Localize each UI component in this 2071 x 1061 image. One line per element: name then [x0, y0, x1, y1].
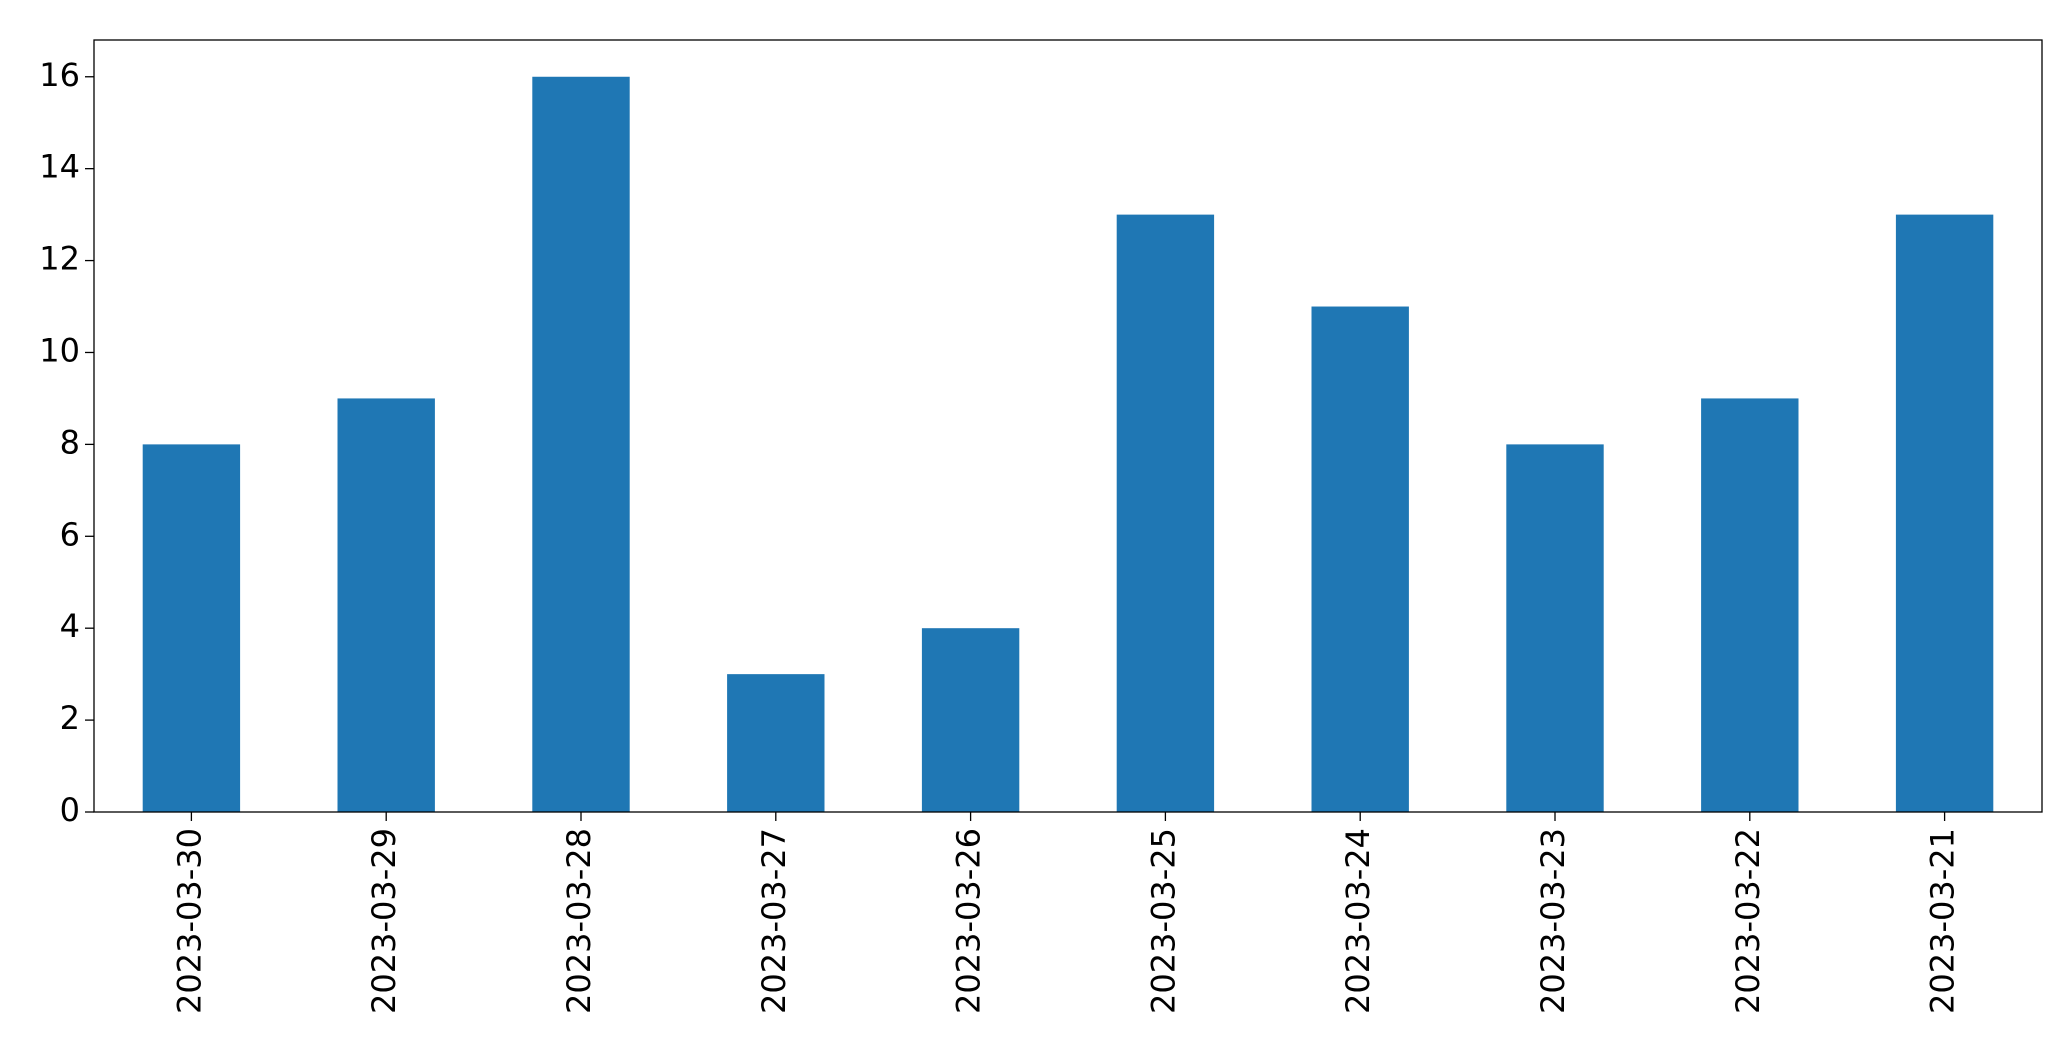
- bar: [1506, 444, 1604, 812]
- plot-frame: [93, 39, 2043, 813]
- x-tick-label: 2023-03-27: [755, 828, 793, 1014]
- bar: [337, 398, 435, 812]
- y-tick-label: 10: [39, 331, 80, 369]
- bar: [532, 76, 630, 812]
- y-tick-label: 6: [60, 515, 80, 553]
- x-tick-label: 2023-03-22: [1729, 828, 1767, 1014]
- y-tick-label: 14: [39, 148, 80, 186]
- x-tick-label: 2023-03-24: [1339, 828, 1377, 1014]
- y-tick-label: 8: [60, 423, 80, 461]
- x-tick-label: 2023-03-30: [170, 828, 208, 1014]
- bar: [921, 628, 1020, 812]
- x-tick-label: 2023-03-21: [1924, 828, 1962, 1014]
- bar: [1311, 306, 1409, 812]
- y-tick-label: 4: [60, 607, 80, 645]
- y-tick-label: 0: [60, 791, 80, 829]
- x-tick-label: 2023-03-28: [560, 828, 598, 1014]
- y-tick-label: 12: [39, 240, 80, 278]
- bar: [727, 674, 825, 812]
- bar: [1116, 214, 1215, 813]
- y-tick-label: 16: [39, 56, 80, 94]
- bar: [1701, 398, 1799, 812]
- bar: [142, 444, 241, 812]
- x-tick-label: 2023-03-23: [1534, 828, 1572, 1014]
- y-tick-label: 2: [60, 699, 80, 737]
- x-tick-label: 2023-03-26: [950, 828, 988, 1014]
- x-tick-label: 2023-03-29: [365, 828, 403, 1014]
- bar: [1895, 214, 1994, 813]
- x-tick-label: 2023-03-25: [1144, 828, 1182, 1014]
